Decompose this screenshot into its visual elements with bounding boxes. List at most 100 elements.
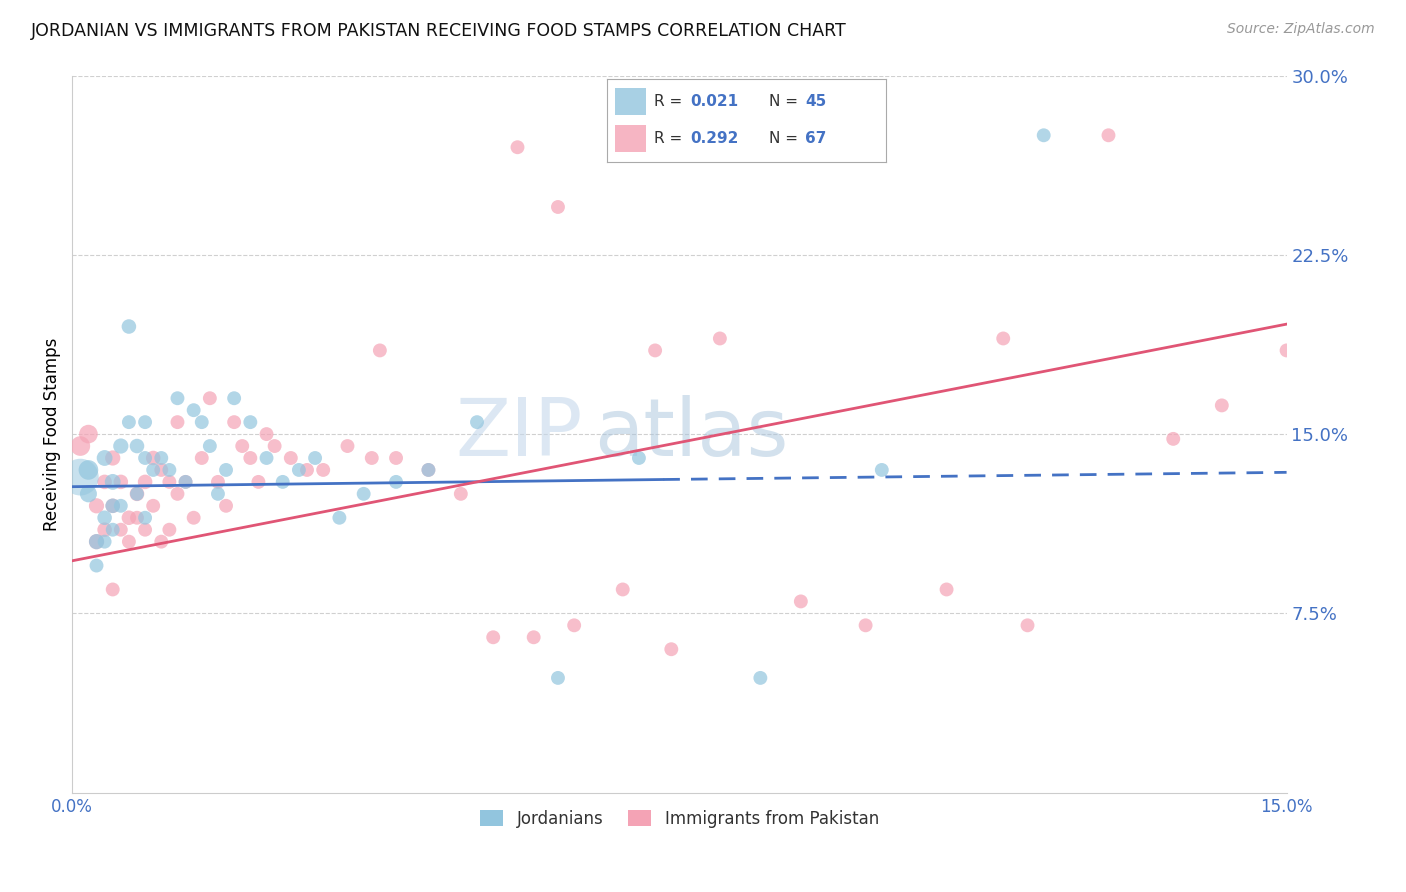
Point bbox=[562, 618, 585, 632]
Point bbox=[198, 391, 221, 405]
Point bbox=[935, 582, 957, 597]
Point bbox=[368, 343, 391, 358]
Point bbox=[183, 510, 205, 524]
Point bbox=[134, 523, 156, 537]
Point bbox=[256, 427, 278, 442]
Point bbox=[263, 439, 285, 453]
Point bbox=[239, 450, 262, 465]
Point bbox=[118, 510, 141, 524]
Point bbox=[134, 450, 156, 465]
Point bbox=[157, 523, 180, 537]
Point bbox=[174, 475, 197, 489]
Point bbox=[77, 487, 100, 501]
Point bbox=[790, 594, 813, 608]
Point bbox=[166, 487, 188, 501]
Point bbox=[644, 343, 666, 358]
Point bbox=[312, 463, 335, 477]
Point bbox=[304, 450, 326, 465]
Point bbox=[101, 450, 124, 465]
Point bbox=[1340, 432, 1362, 446]
Point bbox=[93, 534, 115, 549]
Point bbox=[215, 499, 238, 513]
Point bbox=[547, 200, 569, 214]
Point bbox=[69, 470, 91, 484]
Point bbox=[125, 439, 148, 453]
Point bbox=[142, 450, 165, 465]
Point bbox=[1032, 128, 1054, 143]
Point bbox=[118, 415, 141, 429]
Point bbox=[612, 582, 634, 597]
Point bbox=[993, 331, 1015, 345]
Point bbox=[118, 534, 141, 549]
Point bbox=[418, 463, 440, 477]
Point bbox=[77, 463, 100, 477]
Text: Source: ZipAtlas.com: Source: ZipAtlas.com bbox=[1227, 22, 1375, 37]
Point bbox=[627, 450, 650, 465]
Point bbox=[110, 475, 132, 489]
Point bbox=[157, 463, 180, 477]
Point bbox=[360, 450, 382, 465]
Point bbox=[157, 475, 180, 489]
Text: atlas: atlas bbox=[595, 395, 789, 473]
Point bbox=[134, 510, 156, 524]
Point bbox=[118, 319, 141, 334]
Point bbox=[110, 499, 132, 513]
Point bbox=[69, 439, 91, 453]
Point bbox=[271, 475, 294, 489]
Point bbox=[142, 463, 165, 477]
Point bbox=[207, 475, 229, 489]
Point bbox=[749, 671, 772, 685]
Point bbox=[659, 642, 682, 657]
Point bbox=[101, 475, 124, 489]
Point bbox=[506, 140, 529, 154]
Point bbox=[101, 499, 124, 513]
Point bbox=[224, 415, 246, 429]
Point bbox=[86, 534, 108, 549]
Point bbox=[174, 475, 197, 489]
Point bbox=[93, 450, 115, 465]
Point bbox=[166, 415, 188, 429]
Point bbox=[256, 450, 278, 465]
Point bbox=[385, 450, 408, 465]
Point bbox=[198, 439, 221, 453]
Point bbox=[93, 523, 115, 537]
Point bbox=[134, 415, 156, 429]
Point bbox=[450, 487, 472, 501]
Point bbox=[239, 415, 262, 429]
Point bbox=[870, 463, 893, 477]
Point bbox=[125, 487, 148, 501]
Point bbox=[125, 487, 148, 501]
Point bbox=[1097, 128, 1119, 143]
Point bbox=[385, 475, 408, 489]
Point bbox=[93, 475, 115, 489]
Point bbox=[1275, 343, 1298, 358]
Point bbox=[328, 510, 350, 524]
Point bbox=[523, 630, 546, 644]
Point bbox=[280, 450, 302, 465]
Point bbox=[125, 510, 148, 524]
Point bbox=[224, 391, 246, 405]
Point bbox=[110, 439, 132, 453]
Point bbox=[93, 510, 115, 524]
Point bbox=[134, 475, 156, 489]
Point bbox=[166, 391, 188, 405]
Point bbox=[101, 499, 124, 513]
Point bbox=[150, 534, 173, 549]
Point bbox=[142, 499, 165, 513]
Point bbox=[150, 450, 173, 465]
Point bbox=[77, 427, 100, 442]
Point bbox=[1017, 618, 1039, 632]
Point bbox=[465, 415, 488, 429]
Point bbox=[418, 463, 440, 477]
Point bbox=[86, 499, 108, 513]
Point bbox=[183, 403, 205, 417]
Y-axis label: Receiving Food Stamps: Receiving Food Stamps bbox=[44, 337, 60, 531]
Text: ZIP: ZIP bbox=[456, 395, 582, 473]
Text: JORDANIAN VS IMMIGRANTS FROM PAKISTAN RECEIVING FOOD STAMPS CORRELATION CHART: JORDANIAN VS IMMIGRANTS FROM PAKISTAN RE… bbox=[31, 22, 846, 40]
Point bbox=[336, 439, 359, 453]
Point bbox=[482, 630, 505, 644]
Point bbox=[855, 618, 877, 632]
Point bbox=[547, 671, 569, 685]
Point bbox=[86, 534, 108, 549]
Point bbox=[101, 523, 124, 537]
